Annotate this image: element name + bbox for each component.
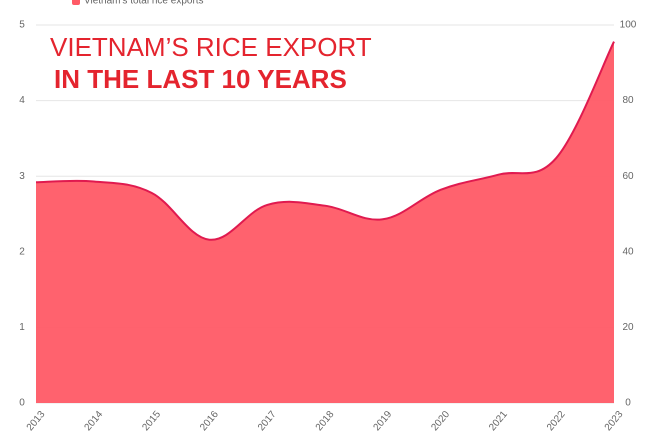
y-tick-label: 3	[19, 171, 25, 182]
y-tick-label: 0	[19, 398, 25, 409]
y-tick-label: 1	[19, 322, 25, 333]
chart-title: VIETNAM’S RICE EXPORT	[50, 32, 372, 62]
x-tick-label: 2022	[545, 409, 568, 433]
x-tick-label: 2021	[487, 409, 510, 433]
x-tick-label: 2016	[198, 409, 221, 433]
y2-tick-label: 40	[622, 246, 634, 257]
x-tick-label: 2023	[603, 409, 626, 433]
x-tick-label: 2014	[83, 409, 106, 433]
y2-tick-label: 80	[622, 95, 634, 106]
y2-tick-label: 0	[625, 398, 631, 409]
y-tick-label: 5	[19, 20, 25, 31]
x-tick-label: 2015	[140, 409, 163, 433]
y2-tick-label: 60	[622, 171, 634, 182]
x-tick-label: 2013	[25, 409, 48, 433]
area-line	[35, 41, 615, 241]
x-tick-label: 2017	[256, 409, 279, 433]
y2-tick-label: 100	[620, 20, 637, 31]
y2-tick-label: 20	[622, 322, 634, 333]
area	[36, 41, 614, 404]
chart-subtitle: IN THE LAST 10 YEARS	[54, 64, 347, 94]
x-tick-label: 2018	[314, 409, 337, 433]
x-tick-label: 2020	[429, 409, 452, 433]
legend-label: Vietnam's total rice exports	[84, 0, 204, 7]
legend-swatch	[72, 0, 80, 5]
y-tick-label: 4	[19, 95, 25, 106]
x-tick-label: 2019	[372, 409, 395, 433]
y-tick-label: 2	[19, 246, 25, 257]
